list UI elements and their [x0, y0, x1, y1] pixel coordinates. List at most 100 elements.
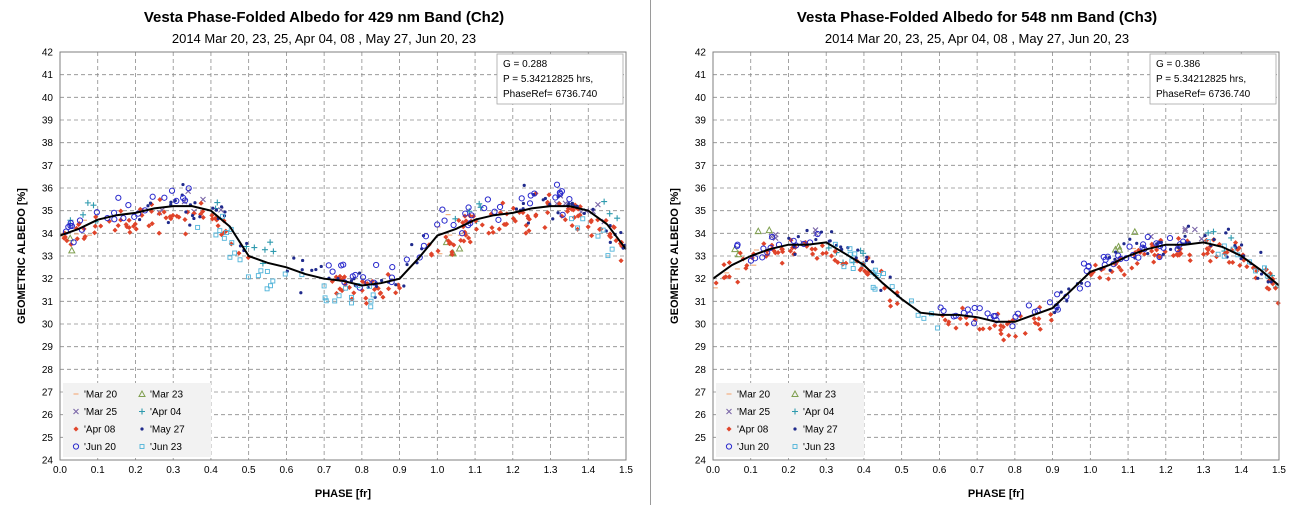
- data-point: [796, 234, 800, 239]
- data-point: [192, 216, 196, 221]
- data-point: [477, 204, 484, 211]
- data-point: [332, 298, 338, 304]
- data-point: [1182, 227, 1188, 234]
- data-point: [323, 298, 329, 304]
- y-tick-label: 27: [695, 388, 707, 399]
- data-point: [1262, 265, 1267, 271]
- data-point: [368, 298, 374, 304]
- data-point: [258, 268, 264, 274]
- data-point: [551, 217, 555, 221]
- x-tick-label: 0.0: [706, 465, 720, 476]
- data-point: [841, 264, 847, 270]
- legend-marker: [72, 443, 80, 450]
- data-point: [443, 234, 449, 240]
- data-point: [953, 325, 959, 331]
- data-point: [149, 193, 156, 200]
- data-point: [523, 230, 529, 236]
- y-tick-label: 36: [695, 184, 707, 195]
- x-tick-label: 0.8: [355, 465, 369, 476]
- data-point: [1148, 248, 1155, 254]
- data-point: [1233, 244, 1237, 248]
- data-point: [832, 241, 838, 247]
- plot-border: [712, 51, 1280, 461]
- data-point: [864, 271, 870, 277]
- data-point: [251, 244, 258, 251]
- y-tick-label: 40: [695, 93, 707, 104]
- data-point: [1009, 323, 1016, 330]
- data-point: [451, 242, 457, 248]
- data-point: [862, 268, 868, 274]
- data-point: [556, 189, 563, 196]
- data-point: [173, 199, 177, 203]
- legend-label: 'Mar 20: [84, 390, 117, 401]
- y-tick-label: 28: [695, 365, 707, 376]
- data-point: [588, 219, 594, 225]
- data-point: [552, 194, 559, 201]
- data-point: [1126, 243, 1133, 250]
- data-points: [712, 224, 1281, 343]
- legend-label: 'Jun 23: [803, 442, 835, 453]
- data-point: [377, 291, 383, 297]
- legend-marker: [792, 444, 798, 449]
- data-point: [992, 322, 998, 329]
- data-point: [769, 233, 776, 241]
- data-point: [1000, 337, 1007, 343]
- data-point: [82, 233, 88, 240]
- data-point: [93, 209, 100, 216]
- data-point: [325, 262, 332, 269]
- data-point: [1037, 326, 1043, 332]
- data-point: [170, 212, 176, 219]
- legend-label: 'Apr 08: [737, 425, 769, 436]
- data-point: [832, 248, 838, 254]
- y-tick-label: 41: [42, 70, 54, 81]
- data-point: [126, 217, 132, 223]
- data-point: [894, 300, 900, 307]
- data-point: [607, 231, 613, 237]
- data-point: [489, 224, 495, 231]
- data-point: [467, 239, 473, 245]
- legend-marker: [725, 443, 733, 450]
- data-point: [814, 237, 818, 242]
- x-tick-label: 0.5: [242, 465, 256, 476]
- data-point: [582, 211, 586, 216]
- data-point: [1230, 259, 1236, 266]
- data-point: [1052, 310, 1057, 315]
- data-point: [115, 222, 121, 229]
- data-point: [580, 216, 586, 222]
- data-point: [567, 202, 571, 206]
- data-point: [852, 251, 858, 257]
- data-point: [880, 271, 886, 277]
- legend-marker: [73, 426, 79, 432]
- data-point: [1004, 321, 1010, 327]
- data-point: [1017, 313, 1024, 319]
- data-point: [945, 321, 952, 327]
- data-point: [496, 203, 504, 211]
- data-point: [1105, 276, 1112, 282]
- data-point: [721, 261, 727, 268]
- data-point: [270, 248, 277, 255]
- data-point: [1036, 316, 1042, 322]
- data-point: [1115, 245, 1124, 253]
- data-point: [527, 192, 534, 199]
- data-point: [588, 232, 595, 239]
- x-tick-label: 0.5: [895, 465, 909, 476]
- data-point: [461, 238, 467, 244]
- data-point: [1175, 235, 1182, 242]
- data-point: [942, 317, 948, 323]
- data-point: [575, 225, 581, 231]
- data-point: [465, 204, 472, 211]
- y-tick-label: 24: [695, 456, 707, 467]
- data-point: [1204, 245, 1210, 252]
- y-tick-label: 24: [42, 456, 54, 467]
- x-tick-label: 0.1: [91, 465, 105, 476]
- data-point: [1135, 241, 1139, 246]
- data-point: [500, 200, 506, 206]
- data-point: [992, 312, 999, 320]
- legend-label: 'Mar 23: [803, 390, 836, 401]
- data-point: [1237, 262, 1243, 269]
- data-point: [428, 252, 435, 258]
- x-tick-label: 0.9: [1046, 465, 1060, 476]
- data-point: [319, 264, 323, 269]
- data-point: [64, 238, 70, 244]
- legend-marker: [792, 408, 798, 415]
